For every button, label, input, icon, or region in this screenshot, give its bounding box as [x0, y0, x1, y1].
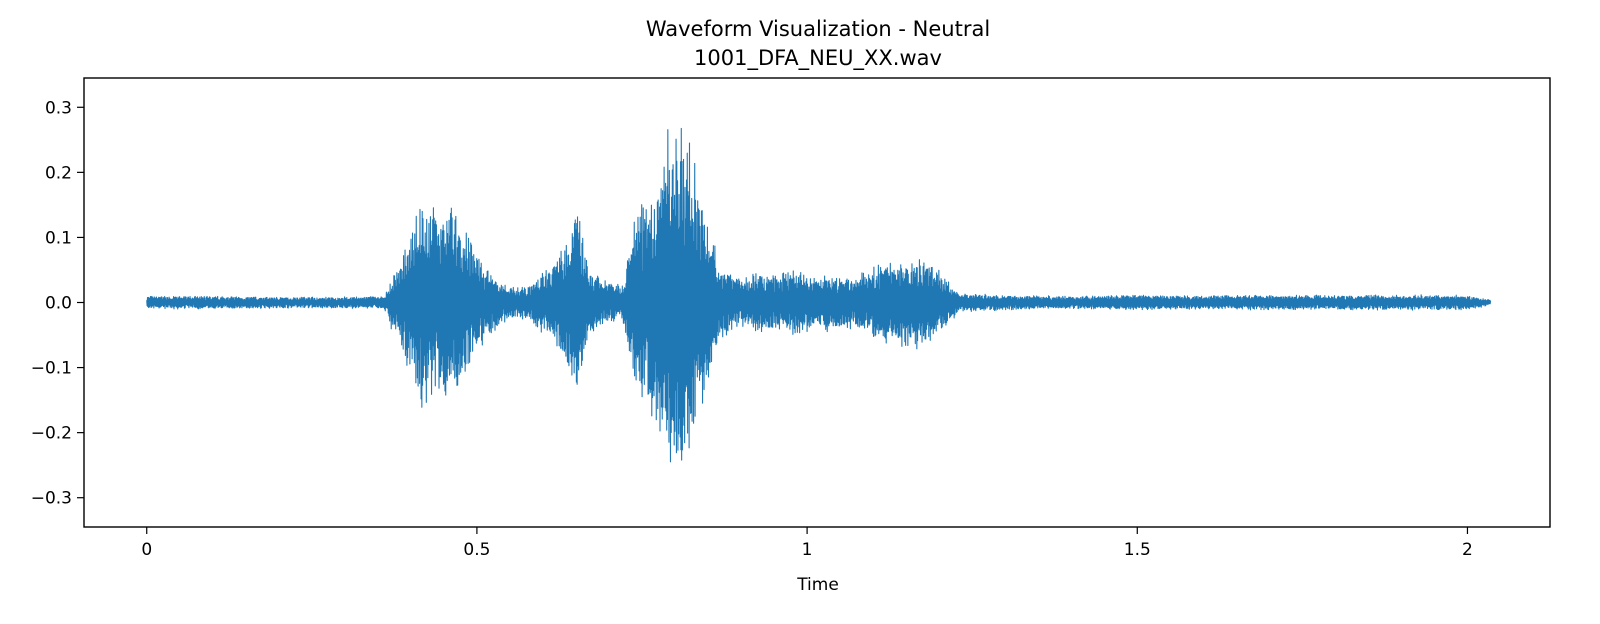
y-tick-label: 0.3 [45, 98, 72, 118]
y-tick-label: −0.2 [31, 424, 72, 444]
x-axis-label: Time [796, 575, 839, 595]
y-tick-label: 0.1 [45, 228, 72, 248]
x-tick-label: 1 [802, 540, 813, 560]
waveform-series [146, 127, 1492, 463]
y-axis: 0.3 0.2 0.1 0.0 −0.1 −0.2 −0.3 [31, 98, 84, 509]
x-tick-label: 0.5 [463, 540, 490, 560]
y-tick-label: 0.0 [45, 294, 72, 314]
chart-title: Waveform Visualization - Neutral [646, 17, 990, 41]
y-tick-label: −0.1 [31, 359, 72, 379]
x-tick-label: 2 [1462, 540, 1473, 560]
x-tick-label: 0 [141, 540, 152, 560]
waveform-line [146, 127, 1492, 463]
chart-subtitle: 1001_DFA_NEU_XX.wav [694, 46, 942, 71]
x-axis: 0 0.5 1 1.5 2 [141, 527, 1473, 560]
y-tick-label: −0.3 [31, 489, 72, 509]
x-tick-label: 1.5 [1124, 540, 1151, 560]
y-tick-label: 0.2 [45, 163, 72, 183]
